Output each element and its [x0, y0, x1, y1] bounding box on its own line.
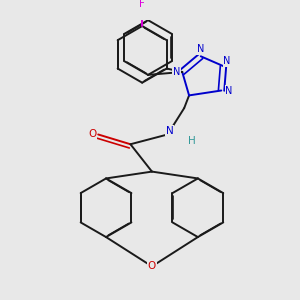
Text: H: H: [188, 136, 196, 146]
Text: O: O: [148, 261, 156, 272]
Text: N: N: [197, 44, 205, 55]
Text: O: O: [88, 130, 97, 140]
Text: F: F: [139, 0, 145, 9]
Text: N: N: [166, 126, 173, 136]
Text: N: N: [173, 67, 180, 77]
Text: N: N: [224, 56, 231, 66]
Text: N: N: [225, 85, 233, 95]
